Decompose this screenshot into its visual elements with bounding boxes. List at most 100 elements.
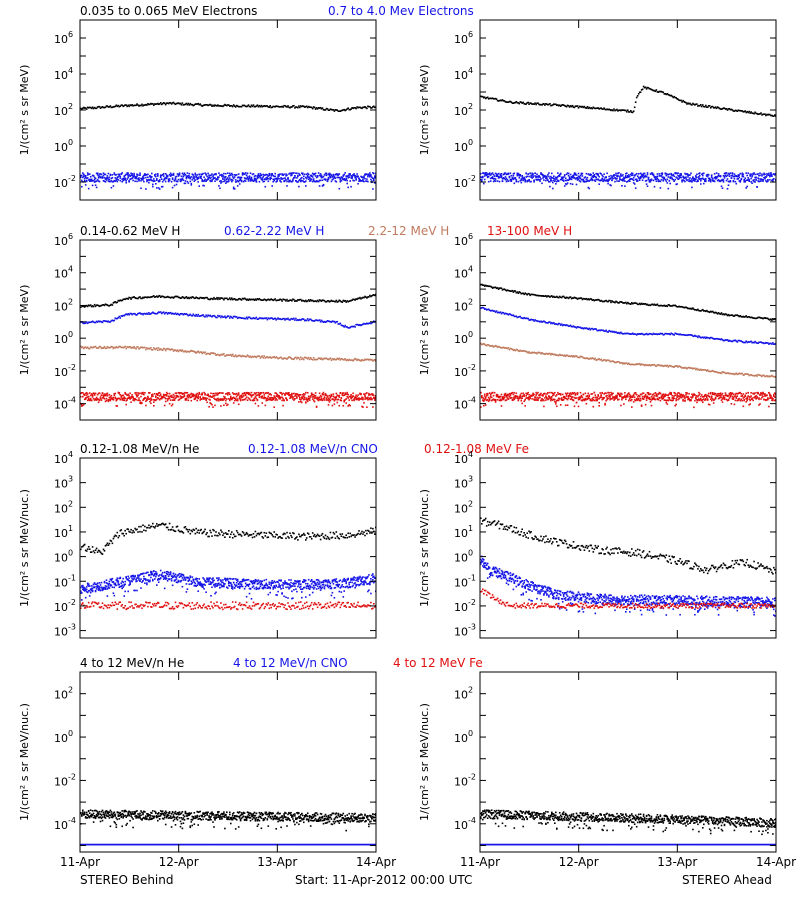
data-point: [129, 104, 131, 106]
data-point: [265, 178, 268, 181]
data-point: [659, 175, 662, 177]
data-point: [237, 393, 240, 396]
data-point: [773, 343, 775, 345]
data-point: [541, 104, 543, 106]
data-point: [674, 172, 676, 174]
data-point: [179, 397, 182, 400]
data-point: [214, 394, 216, 397]
data-point: [484, 97, 487, 100]
data-point: [141, 402, 143, 404]
data-point: [336, 398, 339, 401]
data-point: [333, 399, 336, 402]
data-point: [354, 107, 356, 109]
data-point: [367, 175, 369, 178]
data-point: [144, 346, 146, 349]
data-point: [263, 317, 266, 319]
data-point: [187, 182, 190, 184]
data-point: [152, 395, 154, 397]
data-point: [496, 311, 499, 314]
data-point: [656, 303, 659, 306]
data-point: [515, 101, 518, 103]
data-point: [769, 113, 771, 116]
data-point: [575, 297, 578, 299]
data-point: [539, 178, 541, 181]
data-point: [318, 179, 321, 182]
data-point: [312, 300, 315, 303]
data-point: [91, 347, 94, 349]
data-point: [640, 176, 643, 178]
data-point: [646, 185, 649, 187]
data-point: [251, 399, 254, 402]
data-point: [739, 315, 742, 317]
data-point: [626, 332, 628, 335]
data-point: [491, 97, 494, 99]
data-point: [220, 399, 222, 401]
data-point: [226, 316, 228, 318]
data-point: [292, 298, 294, 301]
data-point: [296, 300, 298, 302]
data-point: [276, 105, 278, 108]
data-point: [481, 180, 483, 182]
data-point: [249, 180, 252, 182]
data-point: [337, 176, 340, 179]
data-point: [96, 398, 99, 400]
data-point: [304, 393, 306, 396]
data-point: [93, 399, 96, 401]
data-point: [166, 175, 169, 177]
data-point: [257, 318, 260, 320]
data-point: [552, 177, 554, 179]
data-point: [125, 403, 127, 406]
data-point: [124, 345, 126, 348]
data-point: [718, 180, 721, 183]
data-point: [339, 322, 342, 325]
data-point: [263, 298, 266, 301]
data-point: [695, 309, 697, 311]
data-point: [264, 404, 267, 407]
data-point: [94, 345, 97, 348]
data-point: [662, 334, 665, 336]
data-point: [363, 296, 365, 299]
data-point: [152, 393, 154, 396]
data-point: [268, 317, 271, 320]
data-point: [618, 331, 620, 334]
data-point: [490, 309, 493, 312]
data-point: [182, 179, 185, 181]
data-point: [296, 172, 298, 175]
data-point: [125, 173, 127, 176]
data-point: [649, 180, 652, 183]
data-point: [612, 109, 614, 112]
data-point: [704, 310, 706, 312]
data-point: [513, 102, 516, 104]
data-point: [525, 293, 527, 295]
data-point: [334, 177, 337, 179]
data-point: [134, 398, 136, 400]
data-point: [355, 177, 357, 180]
data-point: [236, 398, 239, 400]
data-point: [693, 177, 695, 180]
data-point: [320, 174, 323, 177]
data-point: [612, 177, 614, 180]
data-point: [369, 176, 371, 178]
data-point: [720, 179, 723, 182]
data-point: [573, 172, 576, 174]
data-point: [147, 348, 149, 350]
data-point: [96, 393, 99, 396]
data-point: [235, 399, 238, 402]
data-point: [221, 181, 223, 183]
data-point: [532, 103, 534, 105]
data-point: [532, 293, 534, 296]
data-point: [554, 296, 556, 298]
data-point: [600, 173, 602, 175]
data-point: [159, 311, 162, 313]
data-point: [256, 104, 259, 106]
data-point: [82, 322, 84, 324]
data-point: [693, 335, 695, 338]
data-point: [203, 315, 205, 318]
data-point: [532, 176, 534, 178]
data-point: [233, 393, 236, 395]
data-point: [278, 397, 280, 400]
data-point: [199, 177, 201, 179]
data-point: [106, 176, 109, 179]
data-point: [761, 342, 763, 344]
data-point: [614, 331, 616, 334]
